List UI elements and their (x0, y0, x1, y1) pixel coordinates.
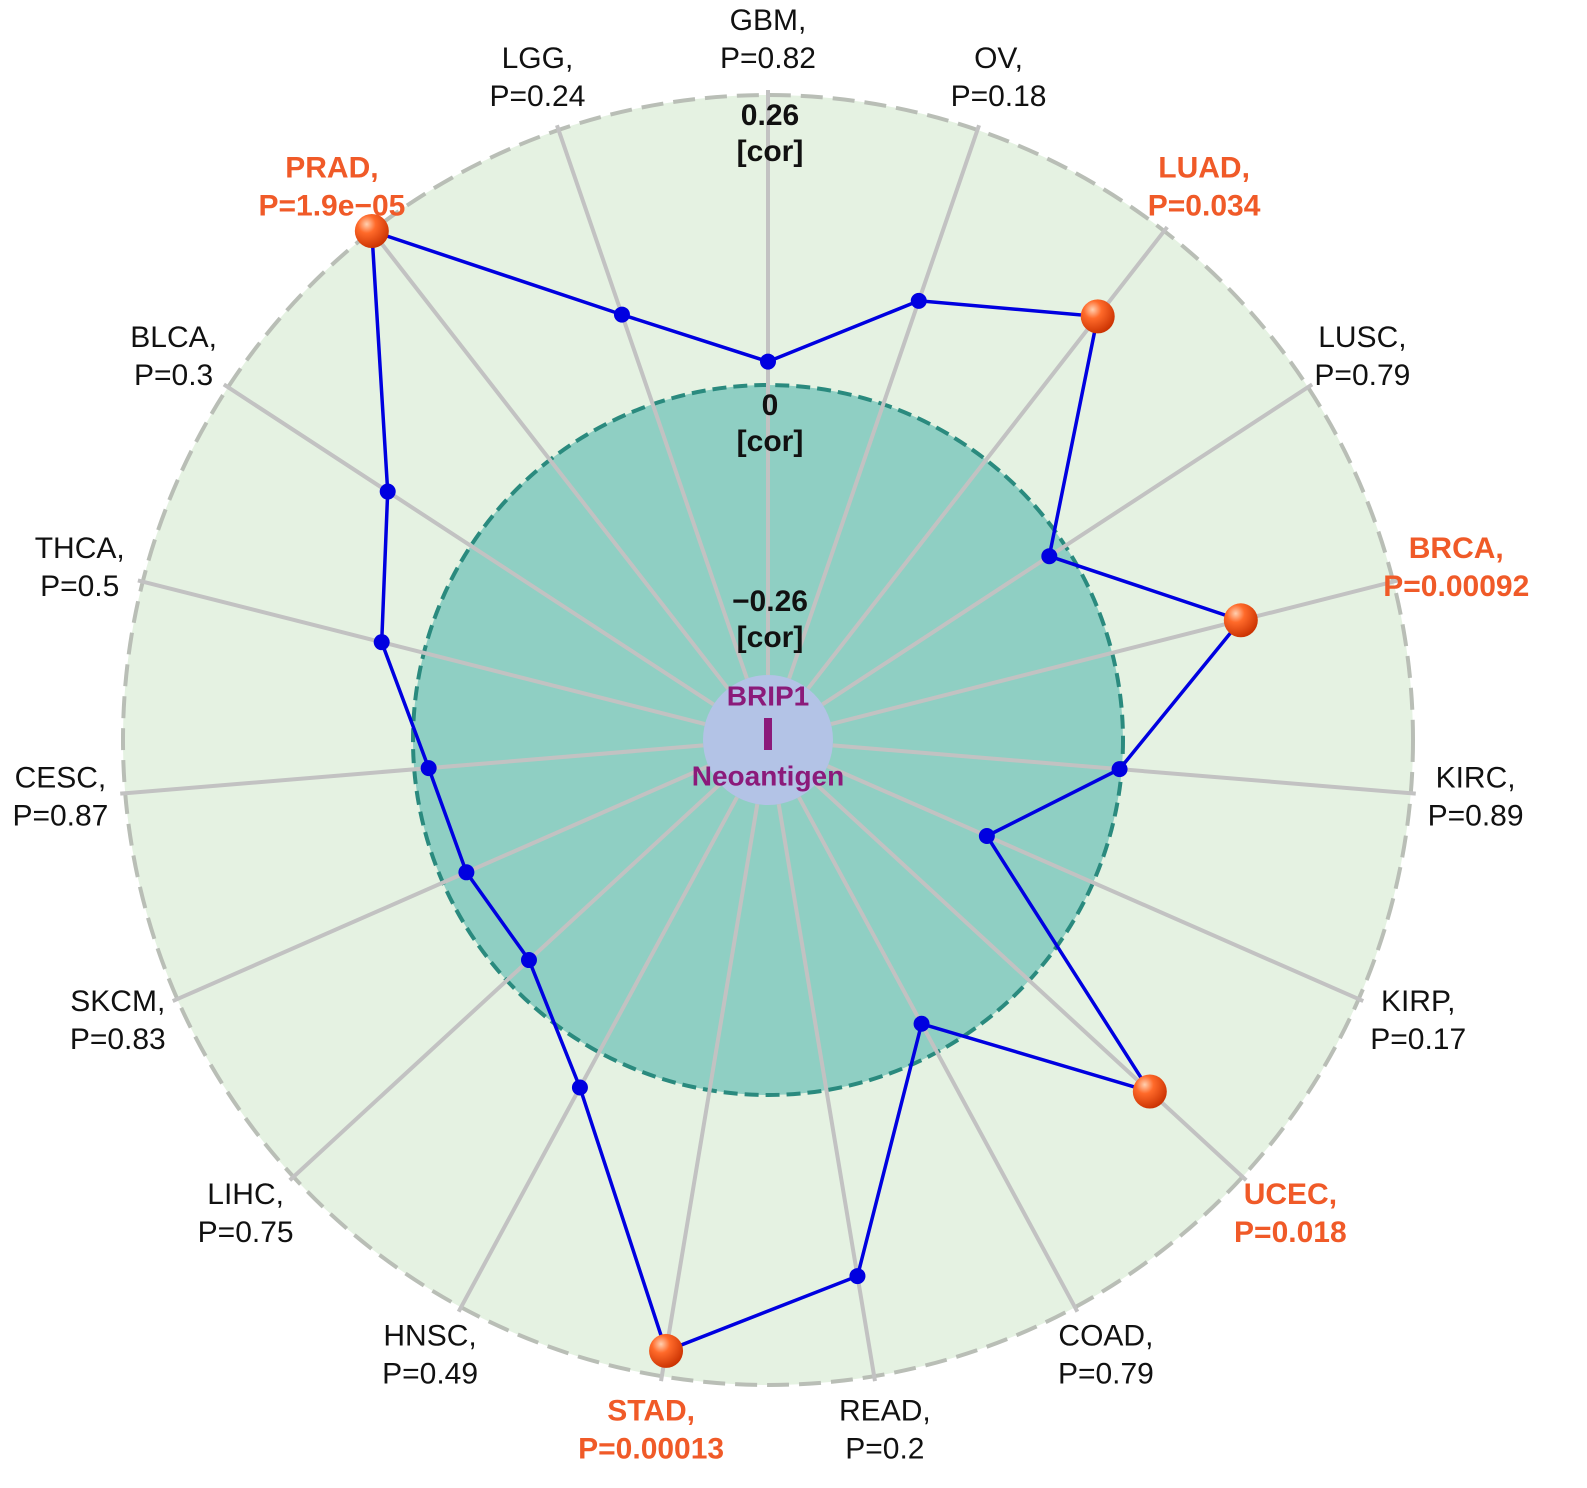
spoke (120, 743, 704, 796)
spoke (137, 578, 706, 726)
category-label: THCA, (35, 532, 125, 565)
p-label: P=0.00092 (1383, 570, 1529, 603)
r-tick-label: −0.26 (732, 585, 808, 618)
p-label: P=0.79 (1058, 1358, 1154, 1391)
spoke (171, 764, 710, 1003)
p-label: P=0.5 (40, 570, 119, 603)
spoke (830, 578, 1399, 726)
category-label: STAD, (607, 1394, 695, 1427)
p-label: P=0.3 (134, 359, 213, 392)
gene-label: BRIP1 (727, 680, 809, 711)
category-label: LUAD, (1158, 152, 1250, 185)
radar-line (369, 228, 1244, 1354)
point (760, 353, 776, 370)
category-label: READ, (839, 1394, 931, 1427)
category-label: CESC, (15, 762, 107, 795)
category-label: HNSC, (383, 1320, 476, 1353)
point (458, 864, 475, 881)
r-tick-label: 0 (762, 389, 779, 422)
p-label: P=0.18 (951, 80, 1047, 113)
category-label: GBM, (730, 4, 807, 37)
p-label: P=0.018 (1234, 1216, 1347, 1249)
plot: −0.26[cor]0[cor]0.26[cor]BRIP1Neoantigen… (12, 4, 1529, 1465)
spoke (776, 803, 877, 1382)
significant-point (1080, 299, 1115, 334)
feature-label: Neoantigen (692, 760, 844, 791)
point (613, 306, 630, 323)
p-label: P=0.49 (382, 1358, 478, 1391)
point (571, 1079, 588, 1096)
p-label: P=0.034 (1148, 190, 1261, 223)
p-label: P=0.89 (1428, 800, 1524, 833)
spoke (659, 803, 760, 1382)
point (910, 292, 927, 309)
category-label: OV, (974, 42, 1023, 75)
category-label: PRAD, (285, 152, 378, 185)
point (1111, 761, 1128, 778)
p-label: P=0.00013 (578, 1432, 724, 1465)
significant-point (1223, 603, 1258, 638)
category-label: KIRP, (1381, 985, 1456, 1018)
spoke (222, 382, 715, 707)
category-label: LIHC, (207, 1178, 284, 1211)
p-label: P=0.75 (198, 1216, 294, 1249)
category-label: KIRC, (1436, 762, 1516, 795)
category-label: UCEC, (1244, 1178, 1337, 1211)
spoke (367, 225, 730, 690)
p-label: P=0.79 (1314, 359, 1410, 392)
r-tick-label: 0.26 (741, 99, 799, 132)
significant-point (649, 1333, 684, 1368)
r-unit-label: [cor] (737, 135, 804, 168)
p-label: P=0.17 (1370, 1023, 1466, 1056)
spoke (787, 124, 981, 680)
r-unit-label: [cor] (737, 621, 804, 654)
point (373, 634, 390, 651)
spoke (821, 382, 1314, 707)
p-label: P=1.9e−05 (259, 190, 406, 223)
category-label: COAD, (1058, 1320, 1153, 1353)
significant-point (354, 214, 389, 249)
separator (764, 718, 772, 750)
point (913, 1015, 930, 1032)
point (379, 483, 396, 500)
category-label: SKCM, (70, 985, 165, 1018)
point (520, 952, 537, 969)
spoke (797, 796, 1080, 1313)
point (849, 1268, 866, 1285)
spoke (826, 764, 1365, 1003)
category-label: BLCA, (130, 321, 217, 354)
spoke (456, 796, 739, 1313)
p-label: P=0.83 (70, 1023, 166, 1056)
spoke (288, 782, 722, 1182)
p-label: P=0.82 (720, 42, 816, 75)
r-unit-label: [cor] (737, 425, 804, 458)
category-label: BRCA, (1409, 532, 1504, 565)
spoke (814, 782, 1248, 1182)
significant-point (1132, 1074, 1167, 1109)
category-label: LUSC, (1318, 321, 1406, 354)
point (978, 828, 995, 845)
point (1041, 548, 1058, 565)
p-label: P=0.24 (490, 80, 586, 113)
category-label: LGG, (502, 42, 574, 75)
point (420, 760, 437, 777)
spoke (555, 124, 749, 680)
p-label: P=0.2 (845, 1432, 924, 1465)
p-label: P=0.87 (12, 800, 108, 833)
